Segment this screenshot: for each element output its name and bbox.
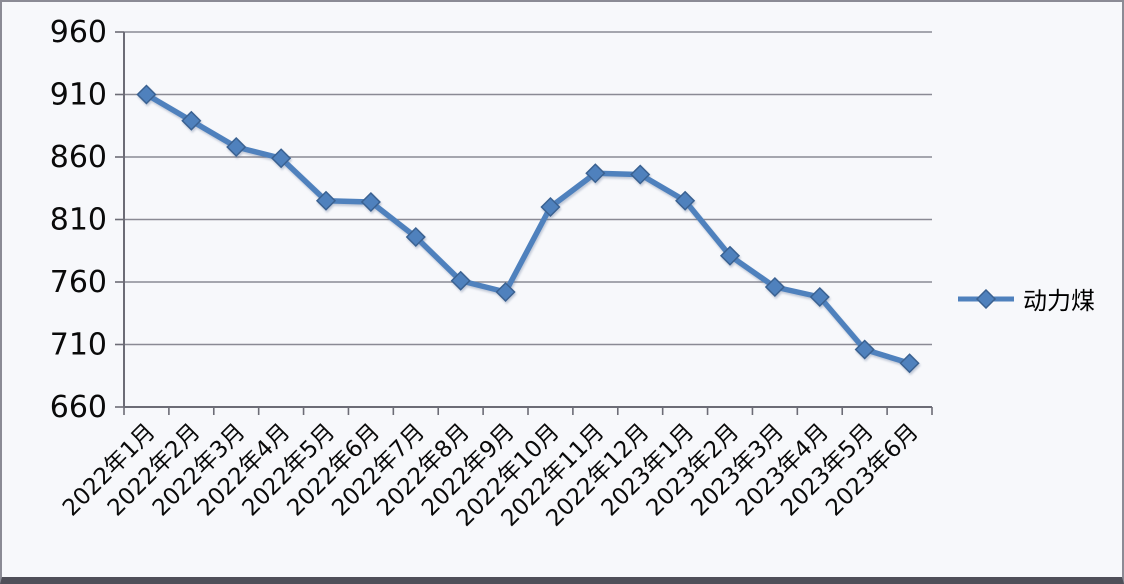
data-point-marker: [450, 270, 471, 291]
legend-line-marker-icon: [958, 288, 1014, 309]
data-point-marker: [495, 281, 516, 303]
data-point-marker: [181, 110, 202, 131]
y-axis-label: 660: [50, 390, 107, 425]
y-axis-label: 860: [50, 140, 107, 175]
data-point-marker: [315, 190, 337, 211]
data-point-marker: [226, 136, 247, 158]
data-point-marker: [809, 286, 830, 308]
y-axis-label: 760: [50, 265, 107, 300]
data-point-marker: [271, 148, 292, 169]
data-point-marker: [899, 353, 920, 374]
y-axis-label: 910: [50, 78, 107, 113]
data-point-marker: [136, 84, 157, 105]
legend-label: 动力煤: [1023, 287, 1095, 315]
legend-diamond-marker: [975, 288, 997, 309]
legend: 动力煤: [958, 281, 1095, 316]
data-point-marker: [630, 164, 651, 185]
series-group: [136, 84, 920, 374]
data-point-marker: [719, 245, 741, 266]
data-point-marker: [764, 276, 785, 298]
data-point-marker: [540, 196, 561, 218]
data-point-marker: [854, 339, 875, 360]
data-point-marker: [360, 191, 381, 213]
y-axis-label: 710: [50, 328, 107, 363]
y-axis-label: 810: [50, 203, 107, 238]
data-point-marker: [675, 190, 696, 211]
data-point-marker: [405, 226, 426, 248]
y-axis-label: 960: [50, 15, 107, 50]
data-point-marker: [585, 163, 606, 184]
